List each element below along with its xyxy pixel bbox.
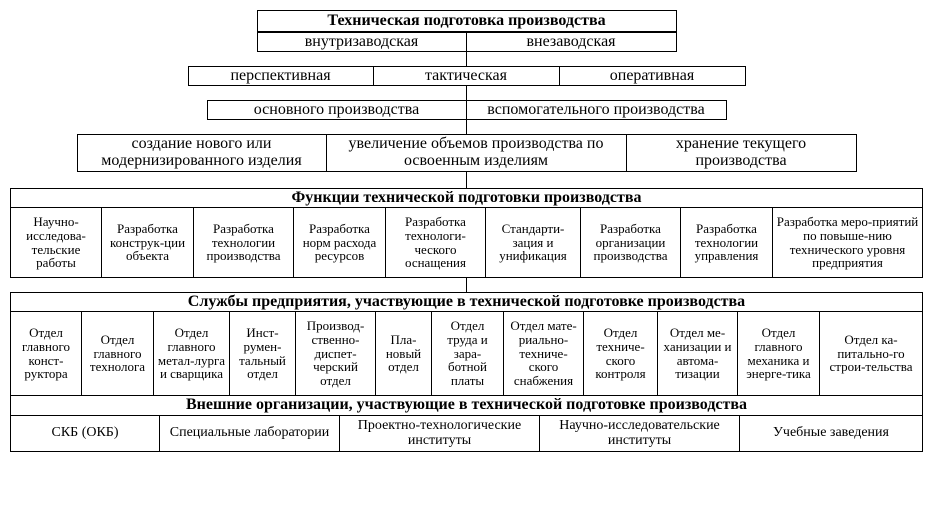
function-cell-2: Разработка технологии производства (194, 208, 294, 278)
functions-header: Функции технической подготовки производс… (10, 188, 923, 208)
services-header: Службы предприятия, участвующие в технич… (10, 292, 923, 312)
connector (466, 278, 467, 292)
function-cell-4: Разработка технологи-ческого оснащения (386, 208, 486, 278)
function-cell-5: Стандарти-зация и унификация (486, 208, 581, 278)
service-cell-4: Производ-ственно-диспет-черский отдел (296, 312, 376, 396)
service-cell-11: Отдел ка-питально-го строи-тельства (820, 312, 923, 396)
level1-b: внезаводская (467, 32, 677, 52)
external-cell-4: Учебные заведения (740, 416, 923, 452)
service-cell-6: Отдел труда и зара-ботной платы (432, 312, 504, 396)
function-cell-8: Разработка меро-приятий по повыше-нию те… (773, 208, 923, 278)
level4-c: хранение текущего производства (627, 134, 857, 172)
services-row: Отдел главного конст-руктораОтдел главно… (10, 312, 923, 396)
connector (466, 52, 467, 66)
root-box: Техническая подготовка производства (257, 10, 677, 32)
service-cell-8: Отдел техниче-ского контроля (584, 312, 658, 396)
service-cell-5: Пла-новый отдел (376, 312, 432, 396)
diagram-root: Техническая подготовка производства внут… (10, 10, 923, 452)
level4-b: увеличение объемов производства по освое… (327, 134, 627, 172)
function-cell-0: Научно-исследова-тельские работы (10, 208, 102, 278)
level4-a: создание нового или модернизированного и… (77, 134, 327, 172)
external-header: Внешние организации, участвующие в техни… (10, 396, 923, 416)
external-cell-0: СКБ (ОКБ) (10, 416, 160, 452)
connector (466, 120, 467, 134)
external-row: СКБ (ОКБ)Специальные лабораторииПроектно… (10, 416, 923, 452)
external-cell-1: Специальные лаборатории (160, 416, 340, 452)
connector (466, 172, 467, 188)
functions-row: Научно-исследова-тельские работыРазработ… (10, 208, 923, 278)
function-cell-7: Разработка технологии управления (681, 208, 773, 278)
service-cell-3: Инст-румен-тальный отдел (230, 312, 296, 396)
service-cell-7: Отдел мате-риально-техниче-ского снабжен… (504, 312, 584, 396)
function-cell-1: Разработка конструк-ции объекта (102, 208, 194, 278)
level2-c: оперативная (560, 66, 746, 86)
level3-b: вспомогательного производства (467, 100, 727, 120)
service-cell-0: Отдел главного конст-руктора (10, 312, 82, 396)
level1-a: внутризаводская (257, 32, 467, 52)
function-cell-3: Разработка норм расхода ресурсов (294, 208, 386, 278)
external-cell-3: Научно-исследовательские институты (540, 416, 740, 452)
connector (466, 86, 467, 100)
level2-b: тактическая (374, 66, 560, 86)
service-cell-9: Отдел ме-ханизации и автома-тизации (658, 312, 738, 396)
function-cell-6: Разработка организации производства (581, 208, 681, 278)
service-cell-2: Отдел главного метал-лурга и сварщика (154, 312, 230, 396)
service-cell-10: Отдел главного механика и энерге-тика (738, 312, 820, 396)
level2-a: перспективная (188, 66, 374, 86)
level3-a: основного производства (207, 100, 467, 120)
service-cell-1: Отдел главного технолога (82, 312, 154, 396)
external-cell-2: Проектно-технологические институты (340, 416, 540, 452)
